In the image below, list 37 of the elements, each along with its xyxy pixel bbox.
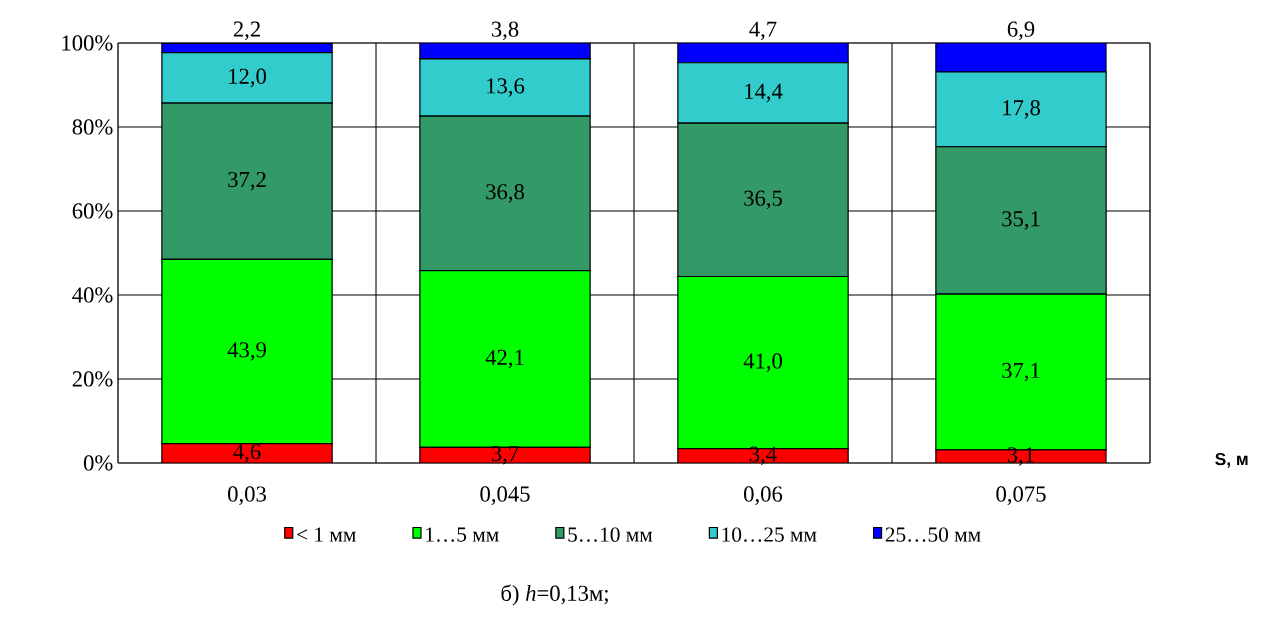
data-label: 6,9 xyxy=(1007,21,1035,41)
x-tick-label: 0,06 xyxy=(744,486,783,505)
data-label: 4,6 xyxy=(233,444,261,463)
data-label: 36,8 xyxy=(486,184,524,203)
legend-label: 25…50 мм xyxy=(885,527,981,542)
legend-label: 1…5 мм xyxy=(426,527,499,542)
data-label: 37,1 xyxy=(1002,362,1040,382)
data-label: 3,1 xyxy=(1007,447,1034,466)
data-label: 12,0 xyxy=(229,68,266,88)
y-tick-label: 60% xyxy=(72,203,113,219)
data-label: 36,5 xyxy=(744,190,782,210)
x-tick-label: 0,045 xyxy=(480,486,530,505)
y-tick-label: 0% xyxy=(83,455,113,471)
data-label: 3,8 xyxy=(491,21,519,41)
legend-label: 10…25 мм xyxy=(722,527,817,542)
x-axis-title: S, м xyxy=(1215,452,1248,468)
y-tick-label: 100% xyxy=(62,35,113,51)
data-label: 42,1 xyxy=(485,349,524,369)
data-label: 2,2 xyxy=(233,21,260,41)
bar xyxy=(935,42,1107,73)
data-label: 17,8 xyxy=(1003,100,1040,119)
legend-label: < 1 мм xyxy=(297,527,356,542)
y-tick-label: 20% xyxy=(72,371,113,387)
data-label: 37,2 xyxy=(228,171,266,191)
data-label: 43,9 xyxy=(227,342,266,361)
x-tick-label: 0,03 xyxy=(228,486,266,505)
data-label: 13,6 xyxy=(487,78,525,97)
y-tick-label: 80% xyxy=(72,119,113,135)
data-label: 41,0 xyxy=(743,353,782,372)
y-tick-label: 40% xyxy=(72,287,113,303)
data-label: 4,7 xyxy=(749,21,777,41)
bar xyxy=(677,42,849,64)
text: б) h=0,13м; xyxy=(501,584,608,606)
x-tick-label: 0,075 xyxy=(996,486,1046,505)
legend-label: 5…10 мм xyxy=(568,527,653,542)
data-label: 35,1 xyxy=(1002,211,1040,230)
data-label: 14,4 xyxy=(745,83,783,103)
